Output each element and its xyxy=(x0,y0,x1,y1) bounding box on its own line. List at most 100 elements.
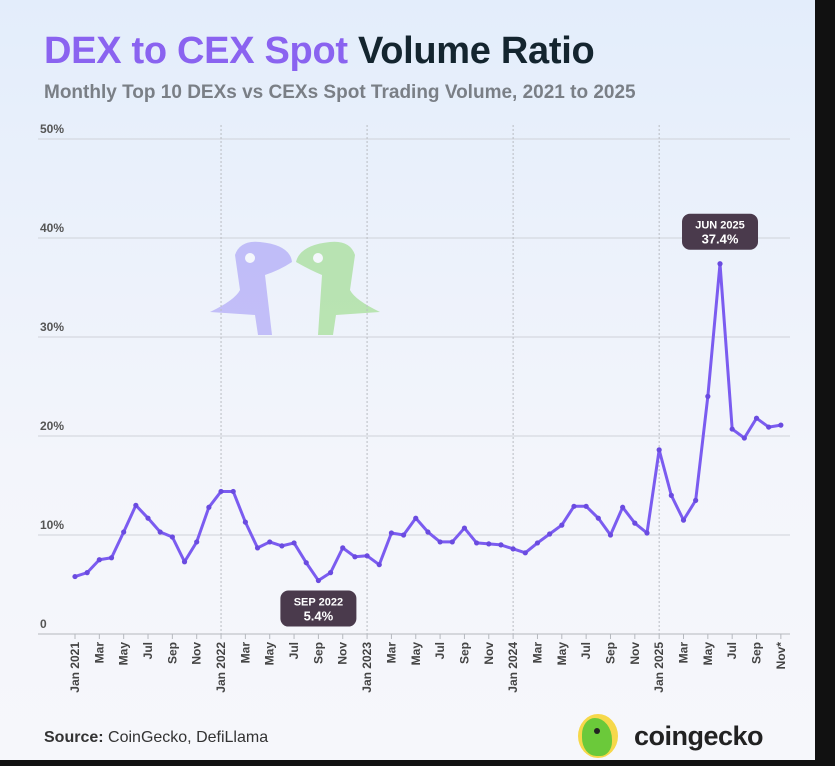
annotation-box xyxy=(280,590,357,627)
logo-text: coingecko xyxy=(634,720,764,751)
data-point xyxy=(559,522,565,528)
x-tick-label: Sep xyxy=(165,642,179,664)
source-note: Source: CoinGecko, DefiLlama xyxy=(44,729,268,747)
annotation-value: 5.4% xyxy=(304,609,334,624)
data-point xyxy=(595,515,601,521)
data-point xyxy=(753,415,760,421)
data-point xyxy=(766,424,772,430)
y-tick-label: 30% xyxy=(40,320,64,334)
data-point xyxy=(413,515,419,521)
data-point xyxy=(145,515,151,521)
gecko-icon xyxy=(578,714,618,758)
data-point xyxy=(218,488,224,495)
series-points xyxy=(72,261,784,584)
data-point xyxy=(230,488,236,495)
data-point xyxy=(400,532,407,538)
x-tick-label: Sep xyxy=(311,642,325,664)
title-rest: Volume Ratio xyxy=(358,30,595,72)
data-point xyxy=(534,540,541,546)
data-point xyxy=(717,261,723,267)
annotation-value: 37.4% xyxy=(702,232,739,247)
data-point xyxy=(680,517,687,523)
x-tick-label: Sep xyxy=(603,642,617,664)
data-point xyxy=(607,532,614,538)
data-point xyxy=(206,504,212,510)
data-point xyxy=(315,577,321,584)
data-point xyxy=(583,503,589,509)
data-point xyxy=(96,557,102,563)
title-accent: DEX to CEX Spot xyxy=(44,30,348,72)
x-tick-label: Nov xyxy=(336,642,350,665)
x-tick-label: Jan 2022 xyxy=(214,642,228,693)
x-tick-label: Mar xyxy=(677,642,691,664)
data-point xyxy=(668,492,674,498)
annotation-label: JUN 2025 xyxy=(695,220,745,232)
y-tick-label: 10% xyxy=(40,518,64,532)
x-tick-label: Jul xyxy=(287,642,301,659)
x-tick-label: Jul xyxy=(579,642,593,659)
data-point xyxy=(352,554,358,560)
data-point xyxy=(279,543,285,549)
data-point xyxy=(181,559,188,565)
x-tick-label: Mar xyxy=(92,642,106,664)
source-label: Source: xyxy=(44,729,104,746)
x-tick-label: Sep xyxy=(750,642,764,664)
data-point xyxy=(254,545,261,551)
coingecko-logo: coingecko xyxy=(578,714,764,758)
x-tick-label: Jan 2024 xyxy=(506,642,520,693)
data-point xyxy=(474,540,480,546)
data-point xyxy=(157,529,163,535)
data-point xyxy=(486,541,492,547)
data-point xyxy=(620,504,626,510)
data-point xyxy=(108,555,115,561)
data-point xyxy=(778,422,784,428)
y-tick-label: 50% xyxy=(40,122,64,136)
line-chart: 0 10% 20% 30% 40% 50% Jan 2021 Mar May Jul Sep Nov… xyxy=(38,122,790,693)
data-point xyxy=(388,530,395,536)
data-point xyxy=(437,539,443,545)
data-point xyxy=(449,539,455,545)
x-axis: Jan 2021 Mar May Jul Sep Nov Jan 2022 Mar May Jul… xyxy=(68,642,788,693)
data-point xyxy=(242,519,248,525)
data-point xyxy=(498,542,504,548)
data-point xyxy=(327,570,334,576)
data-point xyxy=(741,435,747,441)
x-tick-label: Nov xyxy=(190,642,204,665)
x-tick-label: Jan 2021 xyxy=(68,642,82,693)
data-point xyxy=(72,573,78,580)
mascot-watermark xyxy=(210,241,380,335)
data-point xyxy=(84,570,90,576)
data-point xyxy=(291,540,297,546)
annotation-box xyxy=(682,213,759,250)
data-point xyxy=(169,534,175,540)
data-point xyxy=(133,502,139,508)
data-point xyxy=(376,562,382,568)
chart-panel: DEX to CEX Spot Volume Ratio Monthly Top… xyxy=(0,0,815,760)
y-tick-label: 20% xyxy=(40,419,64,433)
source-text: CoinGecko, DefiLlama xyxy=(108,729,269,746)
data-point xyxy=(547,531,553,537)
y-tick-label: 40% xyxy=(40,221,64,235)
data-point xyxy=(194,539,200,545)
y-axis: 0 10% 20% 30% 40% 50% xyxy=(40,122,64,631)
data-point xyxy=(364,553,370,559)
x-tick-label: Mar xyxy=(530,642,544,664)
x-tick-label: May xyxy=(555,642,569,666)
data-point xyxy=(340,545,346,551)
chart-title: DEX to CEX Spot Volume Ratio xyxy=(44,30,595,73)
data-point xyxy=(705,393,711,399)
data-point xyxy=(644,530,650,536)
data-point xyxy=(729,426,735,432)
x-tick-label: May xyxy=(701,642,715,666)
data-point xyxy=(571,503,577,509)
data-point xyxy=(121,529,127,535)
data-point xyxy=(303,560,309,566)
data-point xyxy=(632,520,638,526)
x-tick-label: Jul xyxy=(725,642,739,659)
x-tick-label: Jul xyxy=(433,642,447,659)
x-tick-label: Mar xyxy=(238,642,252,664)
data-point xyxy=(693,497,699,503)
